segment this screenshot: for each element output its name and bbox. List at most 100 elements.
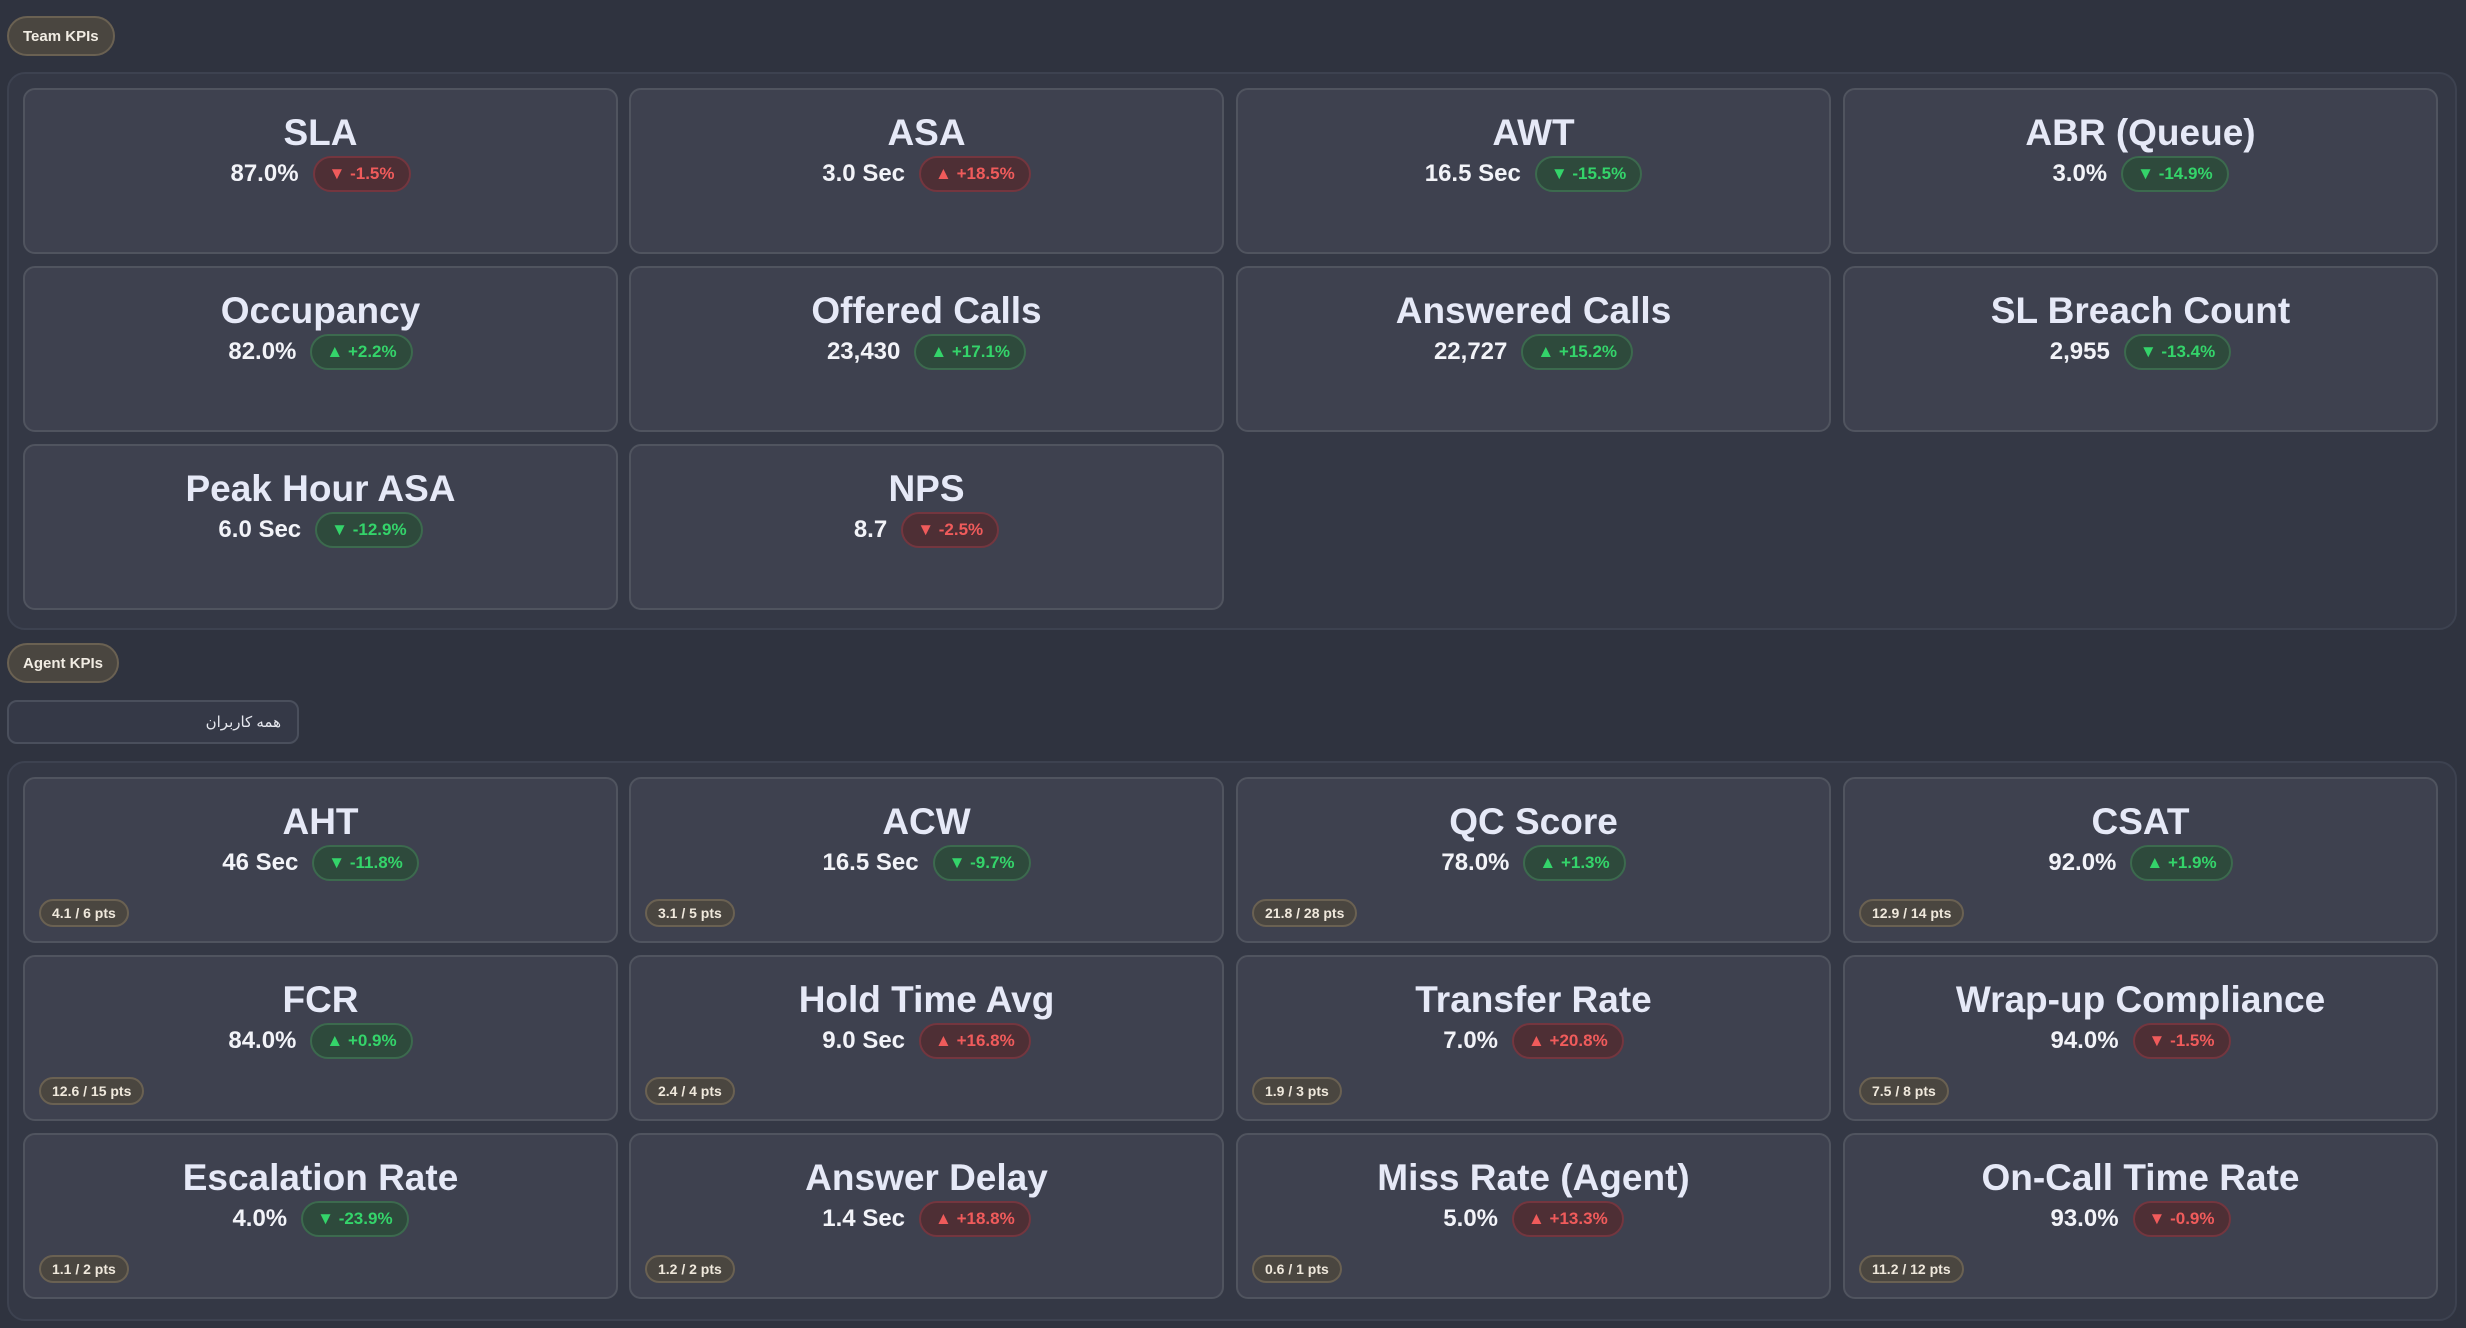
kpi-title: ABR (Queue) [2025,112,2256,153]
kpi-card-answered-calls[interactable]: Answered Calls 22,727 ▲ +15.2% [1236,266,1831,432]
kpi-value-row: 23,430 ▲ +17.1% [631,334,1222,370]
kpi-card-wrap-up-compliance[interactable]: Wrap-up Compliance 94.0% ▼ -1.5% 7.5 / 8 pt… [1843,955,2438,1121]
kpi-title: Miss Rate (Agent) [1377,1157,1690,1198]
kpi-points-badge: 4.1 / 6 pts [39,899,129,927]
kpi-value-row: 7.0% ▲ +20.8% [1238,1023,1829,1059]
kpi-points-badge: 7.5 / 8 pts [1859,1077,1949,1105]
kpi-card-abr-queue[interactable]: ABR (Queue) 3.0% ▼ -14.9% [1843,88,2438,254]
kpi-value: 4.0% [232,1205,288,1232]
kpi-points-badge: 11.2 / 12 pts [1859,1255,1964,1283]
kpi-value-row: 5.0% ▲ +13.3% [1238,1201,1829,1237]
kpi-card-asa[interactable]: ASA 3.0 Sec ▲ +18.5% [629,88,1224,254]
kpi-value-row: 87.0% ▼ -1.5% [25,156,616,192]
kpi-title: AWT [1492,112,1575,153]
kpi-value-row: 16.5 Sec ▼ -9.7% [631,845,1222,881]
kpi-card-awt[interactable]: AWT 16.5 Sec ▼ -15.5% [1236,88,1831,254]
kpi-value: 16.5 Sec [1424,160,1521,187]
kpi-points-badge: 21.8 / 28 pts [1252,899,1358,927]
kpi-points-badge: 12.6 / 15 pts [39,1077,145,1105]
kpi-value-row: 3.0% ▼ -14.9% [1845,156,2436,192]
kpi-value-row: 4.0% ▼ -23.9% [25,1201,616,1237]
kpi-points-badge: 3.1 / 5 pts [645,899,735,927]
kpi-delta-badge: ▼ -14.9% [2121,156,2229,192]
kpi-title: CSAT [2091,801,2190,842]
kpi-title: Answer Delay [805,1157,1048,1198]
kpi-card-fcr[interactable]: FCR 84.0% ▲ +0.9% 12.6 / 15 pts [23,955,618,1121]
kpi-card-qc-score[interactable]: QC Score 78.0% ▲ +1.3% 21.8 / 28 pts [1236,777,1831,943]
kpi-card-peak-hour-asa[interactable]: Peak Hour ASA 6.0 Sec ▼ -12.9% [23,444,618,610]
kpi-value: 2,955 [2049,338,2110,365]
kpi-delta-badge: ▲ +17.1% [914,334,1027,370]
user-filter-value: همه کاربران [205,714,281,731]
kpi-delta-badge: ▼ -0.9% [2132,1201,2231,1237]
kpi-value: 3.0 Sec [822,160,906,187]
kpi-title: Peak Hour ASA [185,468,456,509]
kpi-delta-badge: ▲ +16.8% [919,1023,1031,1059]
kpi-points-badge: 0.6 / 1 pts [1252,1255,1342,1283]
kpi-points-badge: 1.9 / 3 pts [1252,1077,1342,1105]
kpi-title: Wrap-up Compliance [1955,979,2326,1020]
kpi-card-acw[interactable]: ACW 16.5 Sec ▼ -9.7% 3.1 / 5 pts [629,777,1224,943]
kpi-card-hold-time-avg[interactable]: Hold Time Avg 9.0 Sec ▲ +16.8% 2.4 / 4 pts [629,955,1224,1121]
kpi-value: 93.0% [2050,1205,2119,1232]
kpi-delta-badge: ▲ +15.2% [1521,334,1634,370]
kpi-delta-badge: ▲ +1.9% [2130,845,2233,881]
kpi-delta-badge: ▼ -1.5% [2132,1023,2231,1059]
kpi-card-sla[interactable]: SLA 87.0% ▼ -1.5% [23,88,618,254]
kpi-value: 84.0% [228,1027,297,1054]
kpi-value: 5.0% [1443,1205,1498,1232]
kpi-title: FCR [282,979,359,1020]
kpi-title: Hold Time Avg [798,979,1055,1020]
kpi-points-badge: 1.2 / 2 pts [645,1255,735,1283]
kpi-card-escalation-rate[interactable]: Escalation Rate 4.0% ▼ -23.9% 1.1 / 2 pts [23,1133,618,1299]
kpi-value-row: 94.0% ▼ -1.5% [1845,1023,2436,1059]
agent-kpis-tag: Agent KPIs [7,643,120,683]
kpi-value-row: 8.7 ▼ -2.5% [631,512,1222,548]
kpi-value: 23,430 [826,338,901,365]
kpi-title: QC Score [1449,801,1618,842]
kpi-card-nps[interactable]: NPS 8.7 ▼ -2.5% [629,444,1224,610]
team-kpis-panel: SLA 87.0% ▼ -1.5% ASA 3.0 Sec ▲ +18.5% AWT 16.5… [7,72,2457,630]
kpi-card-offered-calls[interactable]: Offered Calls 23,430 ▲ +17.1% [629,266,1224,432]
kpi-value: 87.0% [230,160,299,187]
kpi-title: Answered Calls [1395,290,1672,331]
kpi-value: 46 Sec [222,849,299,876]
kpi-value-row: 22,727 ▲ +15.2% [1238,334,1829,370]
kpi-delta-badge: ▲ +20.8% [1512,1023,1624,1059]
kpi-delta-badge: ▲ +2.2% [310,334,413,370]
kpi-delta-badge: ▼ -2.5% [901,512,1000,548]
kpi-value-row: 16.5 Sec ▼ -15.5% [1238,156,1829,192]
kpi-title: ACW [882,801,971,842]
kpi-value-row: 9.0 Sec ▲ +16.8% [631,1023,1222,1059]
kpi-title: Offered Calls [811,290,1042,331]
kpi-card-sl-breach-count[interactable]: SL Breach Count 2,955 ▼ -13.4% [1843,266,2438,432]
kpi-delta-badge: ▼ -9.7% [932,845,1031,881]
kpi-delta-badge: ▲ +18.5% [919,156,1031,192]
kpi-points-badge: 1.1 / 2 pts [39,1255,129,1283]
kpi-delta-badge: ▼ -15.5% [1534,156,1643,192]
kpi-delta-badge: ▲ +13.3% [1512,1201,1624,1237]
kpi-card-csat[interactable]: CSAT 92.0% ▲ +1.9% 12.9 / 14 pts [1843,777,2438,943]
kpi-delta-badge: ▲ +18.8% [919,1201,1031,1237]
kpi-card-miss-rate-agent[interactable]: Miss Rate (Agent) 5.0% ▲ +13.3% 0.6 / 1 pts [1236,1133,1831,1299]
kpi-title: On-Call Time Rate [1981,1157,2300,1198]
kpi-title: NPS [888,468,965,509]
kpi-value: 9.0 Sec [822,1027,906,1054]
kpi-value: 6.0 Sec [218,516,302,543]
agent-kpis-panel: AHT 46 Sec ▼ -11.8% 4.1 / 6 pts ACW 16.5 Sec ▼… [7,761,2457,1321]
kpi-delta-badge: ▼ -1.5% [312,156,411,192]
kpi-value: 8.7 [853,516,888,543]
kpi-title: Occupancy [220,290,421,331]
kpi-points-badge: 2.4 / 4 pts [645,1077,735,1105]
kpi-value: 94.0% [2050,1027,2119,1054]
kpi-card-occupancy[interactable]: Occupancy 82.0% ▲ +2.2% [23,266,618,432]
kpi-card-on-call-time-rate[interactable]: On-Call Time Rate 93.0% ▼ -0.9% 11.2 / 12 p… [1843,1133,2438,1299]
kpi-card-answer-delay[interactable]: Answer Delay 1.4 Sec ▲ +18.8% 1.2 / 2 pts [629,1133,1224,1299]
kpi-title: Escalation Rate [182,1157,459,1198]
kpi-delta-badge: ▼ -11.8% [312,845,419,881]
kpi-value-row: 82.0% ▲ +2.2% [25,334,616,370]
user-filter-select[interactable]: همه کاربران [7,700,299,744]
kpi-card-aht[interactable]: AHT 46 Sec ▼ -11.8% 4.1 / 6 pts [23,777,618,943]
kpi-card-transfer-rate[interactable]: Transfer Rate 7.0% ▲ +20.8% 1.9 / 3 pts [1236,955,1831,1121]
kpi-delta-badge: ▼ -23.9% [301,1201,409,1237]
